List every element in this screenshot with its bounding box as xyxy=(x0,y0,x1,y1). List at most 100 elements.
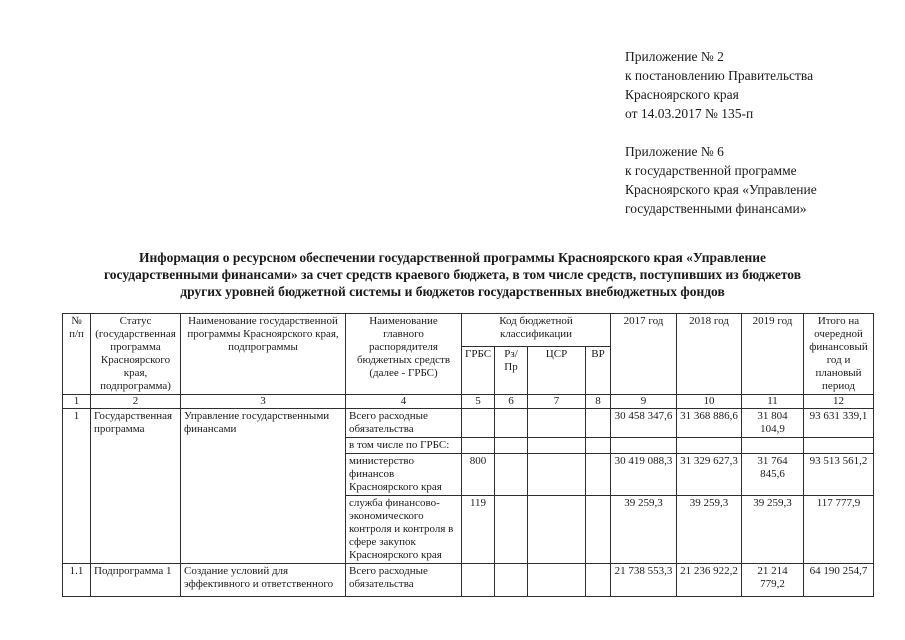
cell-2019: 31 804 104,9 xyxy=(741,408,805,438)
empty-cell xyxy=(494,453,528,496)
cell-2018: 21 236 922,2 xyxy=(676,563,743,597)
appendix-1-line: от 14.03.2017 № 135-п xyxy=(625,106,754,121)
table-row: служба финансово-экономического контроля… xyxy=(63,495,875,564)
appendix-2: Приложение № 6 к государственной програм… xyxy=(625,142,817,218)
table-row: в том числе по ГРБС: xyxy=(63,437,875,454)
column-number: 11 xyxy=(741,394,805,409)
appendix-1: Приложение № 2 к постановлению Правитель… xyxy=(625,47,817,123)
column-number: 3 xyxy=(180,394,346,409)
column-number: 12 xyxy=(803,394,875,409)
empty-cell xyxy=(527,437,586,454)
empty-cell xyxy=(494,437,528,454)
document-title-line: государственными финансами» за счет сред… xyxy=(103,267,801,282)
cell-2019: 21 214 779,2 xyxy=(741,563,805,597)
document-title-line: других уровней бюджетной системы и бюдже… xyxy=(180,284,725,299)
cell-2017: 30 419 088,3 xyxy=(610,453,678,496)
cell-grbs-name: в том числе по ГРБС: xyxy=(345,437,462,454)
column-number: 7 xyxy=(527,394,586,409)
header-rzpr: Рз/Пр xyxy=(494,346,528,395)
empty-cell xyxy=(584,437,612,454)
cell-grbs-code xyxy=(461,408,495,438)
cell-2018: 31 368 886,6 xyxy=(676,408,743,438)
empty-cell xyxy=(741,437,805,454)
cell-program-name: Создание условий для эффективного и отве… xyxy=(180,563,346,597)
cell-program-name: Управление государственными финансами xyxy=(180,408,346,564)
cell-row-num: 1 xyxy=(62,408,91,564)
cell-grbs-name: служба финансово-экономического контроля… xyxy=(345,495,462,564)
cell-2017: 30 458 347,6 xyxy=(610,408,678,438)
header-program-name: Наименование государственной программы К… xyxy=(180,313,346,395)
appendix-1-line: Красноярского края xyxy=(625,87,739,102)
empty-cell xyxy=(527,408,586,438)
empty-cell xyxy=(494,408,528,438)
cell-grbs-code: 119 xyxy=(461,495,495,564)
cell-2017: 39 259,3 xyxy=(610,495,678,564)
header-2017: 2017 год xyxy=(610,313,678,395)
column-number: 8 xyxy=(584,394,612,409)
column-number: 4 xyxy=(345,394,462,409)
table-subheader-row: ГРБС Рз/Пр ЦСР ВР xyxy=(63,346,874,395)
empty-cell xyxy=(527,563,586,597)
empty-cell xyxy=(527,453,586,496)
cell-2018: 31 329 627,3 xyxy=(676,453,743,496)
header-2018: 2018 год xyxy=(676,313,743,395)
budget-table: № п/п Статус (государственная программа … xyxy=(62,312,875,597)
empty-cell xyxy=(584,408,612,438)
cell-status: Государственная программа xyxy=(90,408,181,564)
header-grbs: ГРБС xyxy=(461,346,495,395)
empty-cell xyxy=(461,563,495,597)
column-number: 5 xyxy=(461,394,495,409)
table-row: 1 Государственная программа Управление г… xyxy=(62,408,875,564)
document-title: Информация о ресурсном обеспечении госуд… xyxy=(40,249,865,300)
cell-2019: 31 764 845,6 xyxy=(741,453,805,496)
appendix-2-line: Красноярского края «Управление xyxy=(625,182,817,197)
empty-cell xyxy=(610,437,678,454)
column-number: 6 xyxy=(494,394,528,409)
cell-total: 93 631 339,1 xyxy=(803,408,875,438)
cell-grbs-name: министерство финансов Красноярского края xyxy=(345,453,462,496)
column-number: 1 xyxy=(62,394,91,409)
cell-grbs-name: Всего расходные обязательства xyxy=(345,408,462,438)
cell-total: 117 777,9 xyxy=(803,495,875,564)
cell-2017: 21 738 553,3 xyxy=(610,563,678,597)
cell-total: 64 190 254,7 xyxy=(803,563,875,597)
empty-cell xyxy=(494,495,528,564)
cell-row-num: 1.1 xyxy=(62,563,91,597)
empty-cell xyxy=(676,437,743,454)
header-vr: ВР xyxy=(584,346,612,395)
column-number: 9 xyxy=(610,394,678,409)
cell-grbs-code: 800 xyxy=(461,453,495,496)
empty-cell xyxy=(494,563,528,597)
appendix-1-line: к постановлению Правительства xyxy=(625,68,814,83)
appendix-2-line: к государственной программе xyxy=(625,163,797,178)
table-row: 1.1 Подпрограмма 1 Создание условий для … xyxy=(62,563,875,597)
appendix-2-line: Приложение № 6 xyxy=(625,144,724,159)
cell-2019: 39 259,3 xyxy=(741,495,805,564)
empty-cell xyxy=(527,495,586,564)
appendix-2-line: государственными финансами» xyxy=(625,201,807,216)
document-title-line: Информация о ресурсном обеспечении госуд… xyxy=(138,250,767,265)
empty-cell xyxy=(803,437,875,454)
cell-total: 93 513 561,2 xyxy=(803,453,875,496)
empty-cell xyxy=(584,563,612,597)
cell-2018: 39 259,3 xyxy=(676,495,743,564)
header-status: Статус (государственная программа Красно… xyxy=(90,313,181,395)
header-total: Итого на очередной финансовый год и план… xyxy=(803,313,875,395)
empty-cell xyxy=(461,437,495,454)
header-budget-code: Код бюджетной классификации xyxy=(460,312,612,348)
header-2019: 2019 год xyxy=(741,313,805,395)
appendix-block: Приложение № 2 к постановлению Правитель… xyxy=(625,47,817,237)
empty-cell xyxy=(584,495,612,564)
appendix-1-line: Приложение № 2 xyxy=(625,49,724,64)
header-num: № п/п xyxy=(62,313,91,395)
empty-cell xyxy=(584,453,612,496)
table-header-row: № п/п Статус (государственная программа … xyxy=(62,312,875,395)
header-grbs-name: Наименование главного распорядителя бюдж… xyxy=(345,313,462,395)
cell-status: Подпрограмма 1 xyxy=(90,563,181,597)
header-csr: ЦСР xyxy=(527,346,586,395)
column-number: 10 xyxy=(676,394,743,409)
column-number: 2 xyxy=(90,394,181,409)
cell-grbs-name: Всего расходные обязательства xyxy=(345,563,462,597)
column-number-row: 1 2 3 4 5 6 7 8 9 10 11 12 xyxy=(62,394,875,409)
